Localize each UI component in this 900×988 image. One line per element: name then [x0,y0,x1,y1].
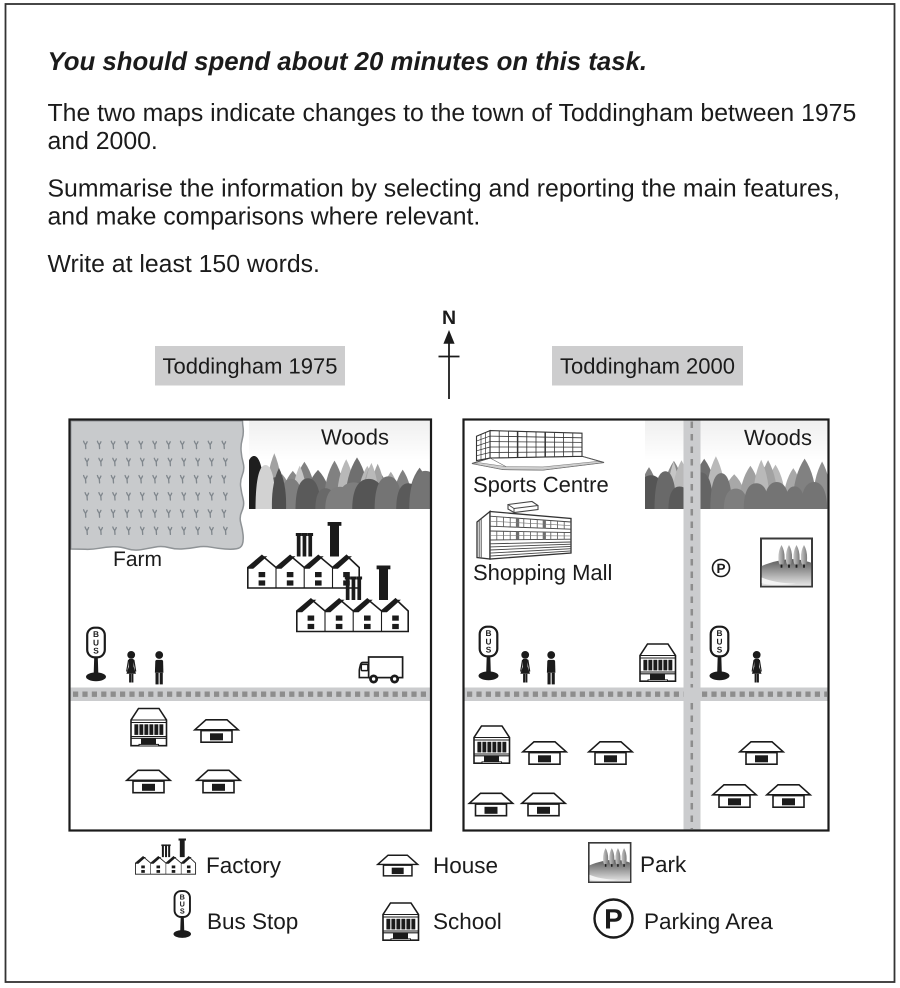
svg-text:The two maps indicate changes: The two maps indicate changes to the tow… [48,100,857,127]
svg-text:School: School [433,909,502,934]
svg-text:Parking Area: Parking Area [644,909,773,934]
svg-text:Woods: Woods [744,425,812,450]
svg-text:House: House [433,853,498,878]
svg-text:Park: Park [640,852,687,877]
svg-text:P: P [604,904,623,935]
svg-text:Woods: Woods [321,425,389,450]
svg-text:and 2000.: and 2000. [48,128,158,155]
svg-text:Shopping Mall: Shopping Mall [473,560,612,585]
svg-text:Toddingham 1975: Toddingham 1975 [163,354,338,379]
svg-text:P: P [716,561,725,576]
svg-text:Write at least 150 words.: Write at least 150 words. [48,251,320,278]
svg-text:You should spend about 20 minu: You should spend about 20 minutes on thi… [48,48,648,76]
svg-text:Farm: Farm [113,548,162,571]
svg-text:Summarise the information by s: Summarise the information by selecting a… [48,176,841,203]
svg-text:Sports Centre: Sports Centre [473,472,609,497]
svg-text:and make comparisons where rel: and make comparisons where relevant. [48,204,481,231]
svg-text:N: N [442,307,456,329]
svg-text:Factory: Factory [206,853,282,878]
svg-text:Bus Stop: Bus Stop [207,909,298,934]
svg-text:Toddingham 2000: Toddingham 2000 [560,354,735,379]
